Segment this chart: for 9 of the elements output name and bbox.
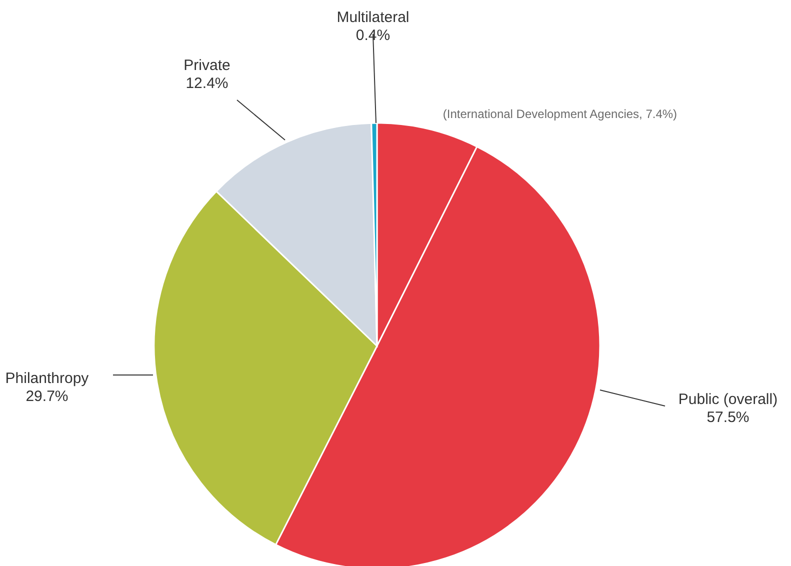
- slice-label: (International Development Agencies, 7.4%): [442, 107, 678, 121]
- text: 57.5%: [706, 409, 750, 426]
- slice-label: Multilateral: [336, 9, 410, 26]
- data-label: 29.7%: [26, 388, 68, 405]
- data-label: 0.4%: [356, 27, 390, 44]
- slice-label: Public (overall): [678, 391, 778, 408]
- slice-label: Philanthropy: [5, 370, 90, 387]
- data-label: 12.4%: [186, 75, 228, 92]
- slice-label: Private: [184, 57, 230, 74]
